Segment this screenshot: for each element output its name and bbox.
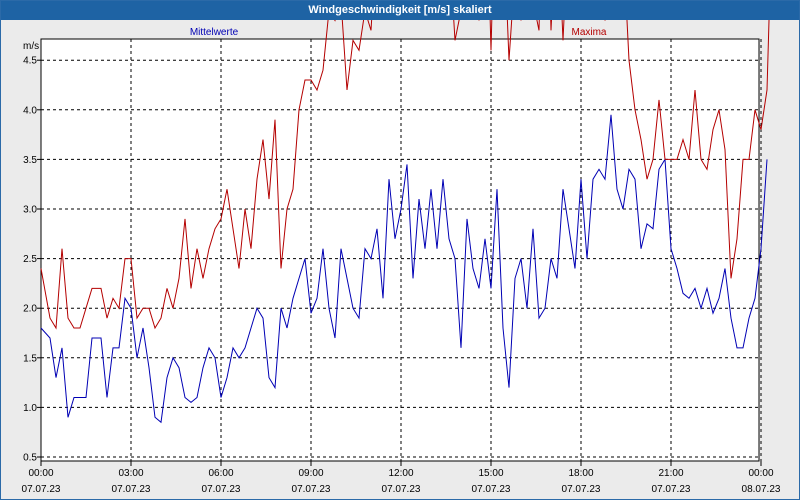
y-tick-label: 2.5: [23, 254, 37, 265]
x-tick-date: 07.07.23: [472, 484, 511, 495]
window-title: Windgeschwindigkeit [m/s] skaliert: [1, 1, 799, 20]
y-tick-label: 4.5: [23, 56, 37, 67]
x-tick-date: 07.07.23: [562, 484, 601, 495]
plot-area: [40, 38, 760, 462]
x-tick-time: 03:00: [118, 468, 143, 479]
y-tick-label: 0.5: [23, 453, 37, 464]
legend-maxima: Maxima: [571, 27, 606, 38]
series-line-mittelwerte: [40, 114, 768, 424]
y-tick-label: 2.0: [23, 304, 37, 315]
x-tick-date: 07.07.23: [22, 484, 61, 495]
y-tick-label: 3.5: [23, 155, 37, 166]
x-tick-time: 15:00: [478, 468, 503, 479]
x-axis: 00:00 07.07.23 03:00 07.07.23 06:00 07.07.23 0…: [22, 461, 781, 495]
y-unit-label: m/s: [23, 41, 39, 52]
y-tick-label: 4.0: [23, 105, 37, 116]
x-tick-time: 09:00: [298, 468, 323, 479]
x-tick-date: 07.07.23: [652, 484, 691, 495]
legend-mittelwerte: Mittelwerte: [190, 27, 239, 38]
chart-canvas: 0.51.01.52.02.53.03.54.04.55.05.56.06.57…: [22, 20, 781, 495]
y-tick-label: 1.5: [23, 353, 37, 364]
x-tick-time: 06:00: [208, 468, 233, 479]
series-line-maxima: [40, 20, 770, 330]
y-axis: 0.51.01.52.02.53.03.54.04.55.05.56.06.57…: [23, 56, 41, 464]
series-lines: [40, 20, 770, 424]
x-tick-time: 18:00: [568, 468, 593, 479]
x-tick-date: 07.07.23: [382, 484, 421, 495]
x-tick-time: 00:00: [748, 468, 773, 479]
x-tick-date: 07.07.23: [292, 484, 331, 495]
y-tick-label: 3.0: [23, 205, 37, 216]
y-tick-label: 1.0: [23, 403, 37, 414]
x-tick-time: 21:00: [658, 468, 683, 479]
x-tick-date: 08.07.23: [742, 484, 781, 495]
x-tick-time: 00:00: [28, 468, 53, 479]
x-tick-date: 07.07.23: [112, 484, 151, 495]
x-tick-date: 07.07.23: [202, 484, 241, 495]
x-tick-time: 12:00: [388, 468, 413, 479]
